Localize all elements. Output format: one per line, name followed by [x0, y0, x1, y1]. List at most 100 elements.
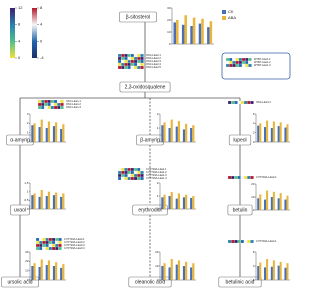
heat-cell — [133, 56, 138, 61]
heat-cell — [44, 105, 48, 110]
bar — [257, 198, 260, 210]
bar — [201, 18, 204, 44]
y-tick-label: 1.5 — [24, 181, 29, 185]
heat-cell — [58, 246, 62, 251]
heat-cell — [248, 57, 252, 62]
heat-cell — [140, 62, 144, 67]
heat-cell — [37, 99, 42, 104]
heat-cell — [140, 170, 144, 175]
heat-cell — [124, 62, 128, 67]
heat-cell — [53, 99, 58, 104]
heat-cell — [37, 105, 42, 110]
bar — [207, 27, 210, 44]
heat-cell — [140, 167, 144, 172]
bar — [55, 192, 58, 209]
compound-node: ursolic acid — [1, 276, 39, 288]
bar — [259, 123, 262, 142]
heat-cell — [117, 62, 122, 67]
heat-cell — [225, 60, 230, 65]
heat-cell — [53, 102, 58, 107]
heat-cell — [130, 170, 135, 175]
y-tick-label: 8 — [253, 250, 255, 254]
bar — [170, 119, 173, 142]
gene-label: CYP716A-Like1.3 — [146, 173, 167, 177]
bar — [31, 125, 34, 142]
y-tick-label: 10 — [251, 195, 255, 199]
bar — [266, 259, 269, 280]
gene-label: OSC-Like1.2 — [66, 102, 81, 106]
heat-cell — [35, 240, 40, 245]
heat-cell — [127, 167, 131, 172]
heat-cell — [41, 105, 45, 110]
y-tick-label: 2 — [27, 121, 29, 125]
bar — [38, 266, 41, 280]
bar — [40, 189, 43, 209]
node-label: β-amyrin — [140, 137, 160, 143]
heat-cell — [55, 246, 59, 251]
tick-label: -4 — [40, 55, 44, 60]
tick-label: 8 — [40, 5, 43, 10]
bar — [257, 266, 260, 280]
bar — [40, 119, 43, 142]
compound-node: erythrodiol — [132, 204, 168, 216]
bar — [161, 197, 164, 209]
bar — [266, 120, 269, 142]
heat-cell — [237, 175, 241, 180]
compound-node: oleanolic acid — [128, 276, 172, 288]
heat-cell — [137, 167, 141, 172]
legend-label: CK — [228, 9, 234, 14]
heat-cell — [41, 99, 45, 104]
y-tick-label: 6 — [253, 112, 255, 116]
heat-cell — [241, 60, 246, 65]
heat-cell — [121, 53, 125, 58]
heat-cell — [55, 237, 59, 242]
heat-cell — [127, 56, 131, 61]
compound-node: uvaol — [10, 204, 30, 216]
bar — [52, 195, 56, 209]
gene-label: OSC-Like1.1 — [66, 99, 81, 103]
y-tick-label: 4 — [253, 121, 255, 125]
bar — [270, 128, 273, 142]
bar — [31, 195, 34, 209]
bar — [55, 262, 58, 280]
bar — [264, 199, 267, 210]
heat-cell — [47, 105, 51, 110]
bar — [176, 20, 179, 44]
heat-cell — [250, 239, 254, 244]
bar — [161, 266, 164, 280]
tick-label: 8 — [18, 22, 21, 27]
node-box — [227, 204, 253, 216]
bar — [45, 265, 48, 280]
heat-cell — [240, 100, 245, 105]
heat-cell — [133, 176, 138, 181]
y-tick-label: 1 — [27, 130, 29, 134]
node-label: betulinic acid — [226, 279, 255, 285]
heat-cell — [48, 243, 53, 248]
heat-cell — [130, 62, 135, 67]
bar — [163, 122, 166, 142]
heat-cell — [248, 63, 252, 68]
y-tick-label: 30 — [25, 250, 29, 254]
bar — [182, 197, 186, 209]
heat-cell — [140, 173, 144, 178]
heat-cell — [41, 102, 45, 107]
legend-label: ABA — [228, 15, 236, 20]
bar — [185, 194, 188, 209]
bar — [52, 266, 56, 280]
heat-cell — [127, 170, 131, 175]
bar — [170, 192, 173, 209]
heat-cell — [250, 100, 254, 105]
compound-node: β-amyrin — [136, 134, 164, 146]
heat-cell — [235, 57, 239, 62]
bar — [62, 124, 65, 142]
heat-cell — [127, 176, 131, 181]
y-tick-label: 0 — [253, 278, 255, 282]
bar — [266, 190, 269, 210]
bar — [38, 196, 41, 209]
heat-cell — [130, 167, 135, 172]
tick-label: 0 — [18, 55, 21, 60]
heat-cell — [47, 102, 51, 107]
bar — [192, 17, 196, 44]
heat-cell — [124, 176, 128, 181]
node-box — [119, 11, 157, 23]
